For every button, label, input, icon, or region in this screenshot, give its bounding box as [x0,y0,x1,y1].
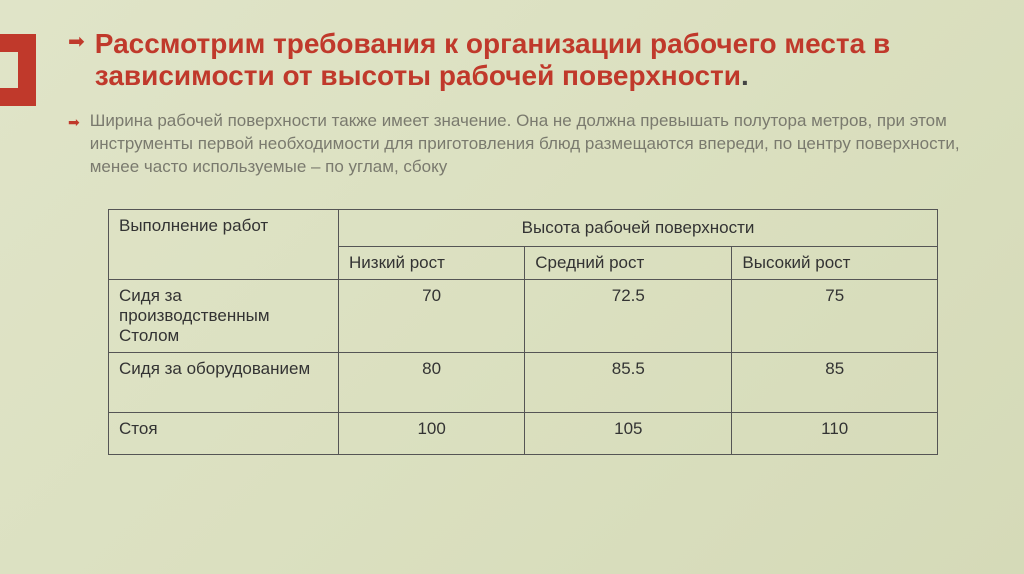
cell-value: 75 [732,280,938,353]
cell-value: 72.5 [525,280,732,353]
title-dot: . [741,60,749,91]
row-label: Стоя [109,413,339,455]
corner-accent [0,34,36,106]
cell-value: 105 [525,413,732,455]
header-work-type: Выполнение работ [109,210,339,280]
row-label: Сидя за производственным Столом [109,280,339,353]
slide-content: ➡ Рассмотрим требования к организации ра… [0,0,1024,455]
bullet-icon: ➡ [68,30,85,55]
table-row: Стоя 100 105 110 [109,413,938,455]
data-table-wrap: Выполнение работ Высота рабочей поверхно… [108,209,976,455]
cell-value: 85 [732,353,938,413]
table-row: Сидя за оборудованием 80 85.5 85 [109,353,938,413]
subheader-medium: Средний рост [525,247,732,280]
cell-value: 80 [339,353,525,413]
title-accent-text: Рассмотрим требования к организации рабо… [95,28,890,91]
cell-value: 110 [732,413,938,455]
table-row: Выполнение работ Высота рабочей поверхно… [109,210,938,247]
subtitle-block: ➡ Ширина рабочей поверхности также имеет… [68,110,976,179]
cell-value: 100 [339,413,525,455]
subtitle-text: Ширина рабочей поверхности также имеет з… [90,110,976,179]
title-block: ➡ Рассмотрим требования к организации ра… [68,28,976,92]
cell-value: 85.5 [525,353,732,413]
header-surface-height: Высота рабочей поверхности [339,210,938,247]
page-title: Рассмотрим требования к организации рабо… [95,28,976,92]
table-row: Сидя за производственным Столом 70 72.5 … [109,280,938,353]
subheader-high: Высокий рост [732,247,938,280]
data-table: Выполнение работ Высота рабочей поверхно… [108,209,938,455]
subheader-low: Низкий рост [339,247,525,280]
row-label: Сидя за оборудованием [109,353,339,413]
bullet-icon: ➡ [68,113,80,132]
cell-value: 70 [339,280,525,353]
